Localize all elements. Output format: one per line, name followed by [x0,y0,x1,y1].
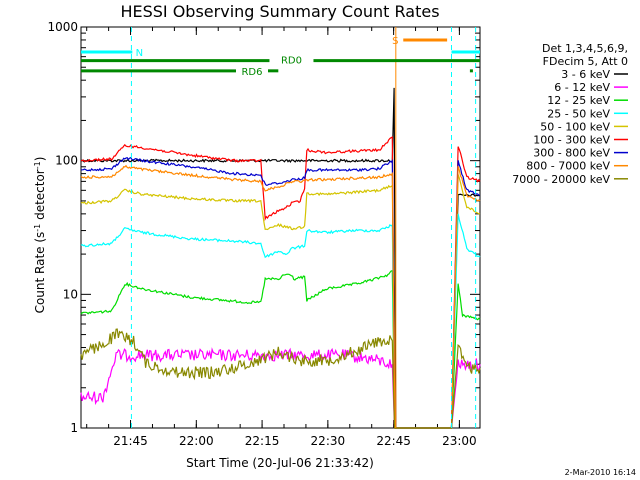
x-tick-label: 22:00 [179,434,214,448]
x-tick-label: 22:15 [245,434,280,448]
night-label: N [136,48,143,59]
legend-entry-label: 300 - 800 keV [533,147,610,160]
series-line-6-12kev [80,347,481,429]
axes: 1 10 100 1000 21:45 22:00 22:15 22:30 22:45 23:00 [47,20,481,448]
legend-header-1: Det 1,3,4,5,6,9, [542,42,628,55]
series-line-3-6kev [80,87,481,429]
series-lines [80,87,481,429]
y-tick-label: 1 [70,421,78,435]
y-tick-label: 10 [63,287,78,301]
legend-entry-label: 800 - 7000 keV [526,160,610,173]
series-line-800-7000kev [80,164,481,429]
series-line-100-300kev [80,136,481,429]
legend-entry-label: 100 - 300 keV [533,134,610,147]
legend-entry-label: 6 - 12 keV [554,81,610,94]
legend-entry-label: 7000 - 20000 keV [512,173,610,186]
footer-timestamp: 2-Mar-2010 16:14 [565,468,636,477]
y-axis-label: Count Rate (s-1 detector-1) [33,157,47,314]
legend-header-2: FDecim 5, Att 0 [543,55,628,68]
series-line-25-50kev [80,213,481,429]
x-tick-label: 22:45 [376,434,411,448]
x-tick-label: 23:00 [442,434,477,448]
series-line-12-25kev [80,270,481,429]
rd6-label: RD6 [241,67,262,78]
saa-label: S [392,36,398,47]
x-tick-label: 22:30 [311,434,346,448]
legend: Det 1,3,4,5,6,9, FDecim 5, Att 0 3 - 6 k… [512,42,628,186]
x-tick-label: 21:45 [113,434,148,448]
plot-frame [80,26,481,429]
y-tick-label: 100 [55,154,78,168]
series-line-7000-20000kev [80,328,481,429]
series-line-300-800kev [80,156,481,429]
chart-title: HESSI Observing Summary Count Rates [120,2,439,21]
y-tick-label: 1000 [47,20,78,34]
legend-entry-label: 25 - 50 keV [547,107,610,120]
annotations: N S RD0 RD6 [81,27,480,428]
legend-entry-label: 12 - 25 keV [547,94,610,107]
legend-entry-label: 3 - 6 keV [561,68,610,81]
rd0-label: RD0 [281,56,302,67]
legend-entry-label: 50 - 100 keV [540,120,610,133]
rd0-marker [469,69,473,73]
series-line-50-100kev [80,174,481,429]
x-axis-label: Start Time (20-Jul-06 21:33:42) [186,456,374,470]
